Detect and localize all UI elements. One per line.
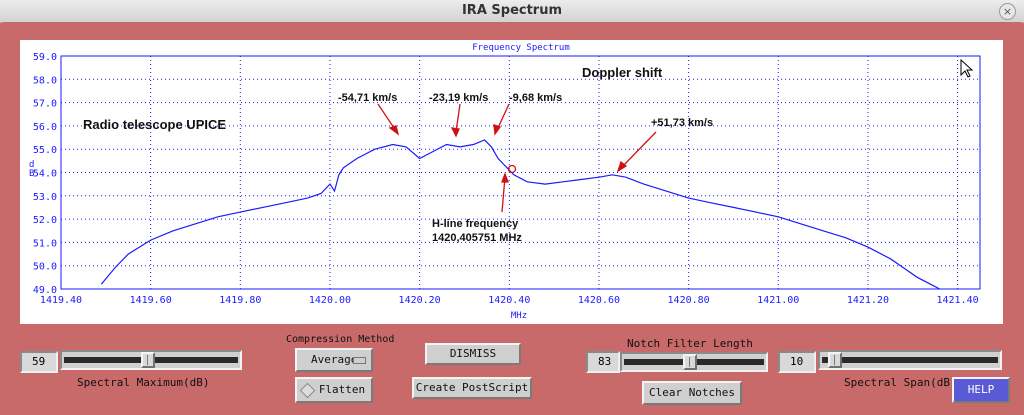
x-tick-label: 1419.80 — [219, 295, 261, 306]
x-tick-label: 1420.80 — [668, 295, 710, 306]
compression-method-label: Compression Method — [286, 334, 395, 345]
notch-filter-thumb[interactable] — [683, 354, 698, 370]
x-tick-label: 1420.40 — [488, 295, 530, 306]
flatten-diamond-icon — [299, 382, 316, 399]
create-postscript-button[interactable]: Create PostScript — [412, 377, 532, 399]
y-tick-label: 58.0 — [33, 75, 57, 86]
arrow-5 — [501, 176, 506, 213]
x-axis-label: MHz — [511, 311, 527, 321]
telescope-annotation: Radio telescope UPICE — [83, 117, 226, 132]
spectrum-trace — [100, 139, 940, 290]
y-axis-label-b: B — [29, 169, 34, 179]
spectral-maximum-slider[interactable] — [60, 350, 242, 370]
y-axis-label-d: d — [29, 160, 34, 170]
doppler-annotation: Doppler shift — [582, 65, 663, 80]
notch-filter-label: Notch Filter Length — [627, 337, 753, 350]
title-bar: IRA Spectrum × — [0, 0, 1024, 23]
hline-marker — [507, 164, 517, 174]
spectral-span-thumb[interactable] — [828, 352, 843, 368]
arrow-head-3 — [493, 124, 502, 136]
velocity-label-4: +51,73 km/s — [651, 117, 713, 129]
velocity-label-3: -9,68 km/s — [509, 92, 562, 104]
arrow-head-1 — [388, 125, 400, 136]
hline-frequency-label: 1420,405751 MHz — [432, 232, 522, 244]
x-tick-label: 1421.40 — [937, 295, 979, 306]
spectral-maximum-value[interactable]: 59 — [20, 351, 58, 373]
compression-method-select[interactable]: Average — [295, 348, 373, 372]
x-tick-label: 1419.40 — [40, 295, 82, 306]
y-tick-label: 56.0 — [33, 122, 57, 133]
y-tick-label: 54.0 — [33, 169, 57, 180]
plot-area — [60, 55, 981, 290]
mouse-cursor-icon — [960, 58, 974, 78]
y-tick-label: 53.0 — [33, 192, 57, 203]
clear-notches-button[interactable]: Clear Notches — [642, 381, 742, 405]
spectrum-chart: 1419.40 1419.60 1419.80 1420.00 1420.20 1420.… — [29, 43, 981, 321]
arrow-head-4 — [616, 160, 628, 173]
arrow-2 — [455, 103, 461, 133]
arrow-4 — [621, 131, 657, 168]
x-tick-label: 1420.20 — [399, 295, 441, 306]
chart-title: Frequency Spectrum — [472, 43, 570, 53]
x-tick-label: 1420.00 — [309, 295, 351, 306]
flatten-checkbox[interactable]: Flatten — [295, 377, 373, 403]
spectrum-plot-panel: 1419.40 1419.60 1419.80 1420.00 1420.20 1420.… — [20, 40, 1003, 324]
velocity-label-1: -54,71 km/s — [338, 92, 397, 104]
arrow-3 — [496, 103, 510, 131]
spectral-span-slider[interactable] — [818, 350, 1002, 370]
x-tick-label: 1421.20 — [847, 295, 889, 306]
y-tick-label: 59.0 — [33, 52, 57, 63]
arrow-head-5 — [501, 172, 509, 183]
notch-filter-slider[interactable] — [620, 352, 768, 372]
velocity-label-2: -23,19 km/s — [429, 92, 488, 104]
dropdown-indicator-icon — [353, 357, 366, 364]
y-tick-label: 51.0 — [33, 238, 57, 249]
spectral-maximum-label: Spectral Maximum(dB) — [77, 376, 210, 389]
spectral-span-label: Spectral Span(dB) — [844, 376, 957, 389]
flatten-label: Flatten — [318, 383, 366, 396]
y-tick-label: 50.0 — [33, 262, 57, 273]
close-icon[interactable]: × — [999, 3, 1016, 20]
annotation-arrows — [377, 103, 657, 213]
hline-label: H-line frequency — [432, 218, 519, 230]
y-tick-label: 52.0 — [33, 215, 57, 226]
compression-method-value: Average — [311, 353, 358, 366]
grid-lines — [60, 55, 980, 290]
y-tick-label: 57.0 — [33, 99, 57, 110]
help-button[interactable]: HELP — [952, 377, 1010, 403]
y-tick-label: 49.0 — [33, 285, 57, 296]
x-tick-label: 1420.60 — [578, 295, 620, 306]
window-title: IRA Spectrum — [461, 3, 563, 18]
y-tick-label: 55.0 — [33, 145, 57, 156]
dismiss-button[interactable]: DISMISS — [425, 343, 521, 365]
x-tick-label: 1419.60 — [130, 295, 172, 306]
spectral-maximum-thumb[interactable] — [140, 352, 155, 368]
notch-filter-value[interactable]: 83 — [586, 351, 620, 373]
tick-labels: 1419.40 1419.60 1419.80 1420.00 1420.20 1420.… — [33, 52, 979, 306]
x-tick-label: 1421.00 — [757, 295, 799, 306]
spectral-span-value[interactable]: 10 — [778, 351, 816, 373]
arrow-head-2 — [450, 127, 460, 138]
